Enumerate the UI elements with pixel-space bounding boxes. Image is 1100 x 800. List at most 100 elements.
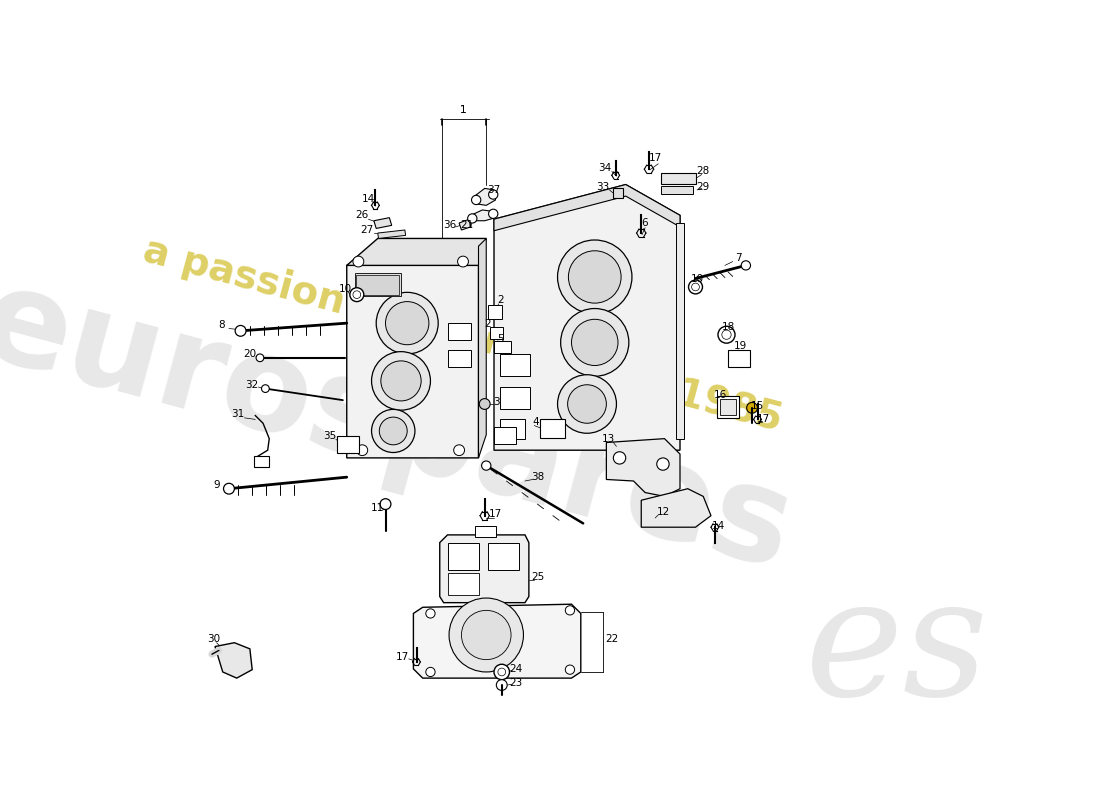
Circle shape xyxy=(372,352,430,410)
Text: 9: 9 xyxy=(213,480,220,490)
Polygon shape xyxy=(494,185,680,450)
Text: 27: 27 xyxy=(361,225,374,235)
Circle shape xyxy=(741,261,750,270)
Text: 32: 32 xyxy=(245,380,258,390)
Polygon shape xyxy=(474,188,495,206)
Circle shape xyxy=(692,283,700,291)
Text: 12: 12 xyxy=(657,507,670,517)
Text: 29: 29 xyxy=(696,182,710,192)
Circle shape xyxy=(488,209,498,218)
Bar xyxy=(717,396,739,418)
Text: 1: 1 xyxy=(460,105,466,115)
Circle shape xyxy=(256,354,264,362)
Circle shape xyxy=(572,319,618,366)
Circle shape xyxy=(494,664,509,680)
Polygon shape xyxy=(440,535,529,602)
Circle shape xyxy=(458,256,469,267)
Text: 2: 2 xyxy=(497,295,504,305)
Text: 7: 7 xyxy=(735,253,741,262)
Circle shape xyxy=(376,292,438,354)
Text: 26: 26 xyxy=(355,210,368,220)
Text: 38: 38 xyxy=(531,472,544,482)
Text: 8: 8 xyxy=(218,321,224,330)
Polygon shape xyxy=(374,218,392,229)
Bar xyxy=(254,456,270,467)
Polygon shape xyxy=(377,230,406,238)
Bar xyxy=(494,341,512,353)
Bar xyxy=(494,427,516,444)
Text: 31: 31 xyxy=(232,409,245,419)
Bar xyxy=(500,387,530,409)
Text: 17: 17 xyxy=(488,509,503,519)
Bar xyxy=(448,350,471,367)
Text: 37: 37 xyxy=(487,185,500,195)
Text: 10: 10 xyxy=(339,283,352,294)
Circle shape xyxy=(426,667,436,677)
Bar xyxy=(500,354,530,375)
Circle shape xyxy=(449,598,524,672)
Text: 6: 6 xyxy=(641,218,648,228)
Circle shape xyxy=(565,665,574,674)
Polygon shape xyxy=(414,604,581,678)
Text: 16: 16 xyxy=(714,390,727,400)
Polygon shape xyxy=(606,438,680,496)
Polygon shape xyxy=(214,642,252,678)
Text: 25: 25 xyxy=(531,572,544,582)
Text: 17: 17 xyxy=(396,651,409,662)
Text: 22: 22 xyxy=(605,634,618,644)
Bar xyxy=(448,542,478,570)
Circle shape xyxy=(689,280,703,294)
Text: es: es xyxy=(805,570,989,730)
Circle shape xyxy=(558,240,631,314)
Text: 33: 33 xyxy=(596,182,609,192)
Bar xyxy=(500,419,525,438)
Bar xyxy=(676,223,684,438)
Circle shape xyxy=(262,385,270,393)
Text: 30: 30 xyxy=(207,634,220,644)
Bar xyxy=(613,188,624,198)
Circle shape xyxy=(480,398,491,410)
Bar xyxy=(338,436,359,454)
Polygon shape xyxy=(346,246,478,458)
Text: 19: 19 xyxy=(734,342,747,351)
Bar xyxy=(728,350,750,367)
Text: 23: 23 xyxy=(509,678,522,688)
Circle shape xyxy=(223,483,234,494)
Circle shape xyxy=(468,214,477,223)
Text: 14: 14 xyxy=(712,521,725,530)
Text: a passion for parts since 1985: a passion for parts since 1985 xyxy=(140,231,786,438)
Circle shape xyxy=(747,402,758,414)
Bar xyxy=(474,526,496,538)
Text: 11: 11 xyxy=(371,503,384,513)
Bar xyxy=(487,542,519,570)
Circle shape xyxy=(498,668,506,676)
Text: 14: 14 xyxy=(362,194,375,204)
Circle shape xyxy=(569,250,622,303)
Circle shape xyxy=(235,326,246,336)
Circle shape xyxy=(356,445,367,455)
Text: 35: 35 xyxy=(323,431,337,442)
Circle shape xyxy=(657,458,669,470)
Circle shape xyxy=(353,291,361,298)
Circle shape xyxy=(496,680,507,690)
Circle shape xyxy=(453,445,464,455)
Text: 28: 28 xyxy=(696,166,710,177)
Circle shape xyxy=(350,288,364,302)
Polygon shape xyxy=(478,238,486,458)
Circle shape xyxy=(385,302,429,345)
Text: 5: 5 xyxy=(497,334,504,343)
Circle shape xyxy=(379,417,407,445)
Circle shape xyxy=(462,610,512,660)
Circle shape xyxy=(482,461,491,470)
Bar xyxy=(661,173,695,184)
Bar xyxy=(448,323,471,340)
Circle shape xyxy=(426,609,436,618)
Text: 1: 1 xyxy=(460,105,466,115)
Circle shape xyxy=(614,452,626,464)
Text: 15: 15 xyxy=(751,402,764,411)
Polygon shape xyxy=(494,185,680,230)
Bar xyxy=(354,273,402,296)
Circle shape xyxy=(718,326,735,343)
Text: 34: 34 xyxy=(598,163,612,174)
Polygon shape xyxy=(471,210,495,221)
